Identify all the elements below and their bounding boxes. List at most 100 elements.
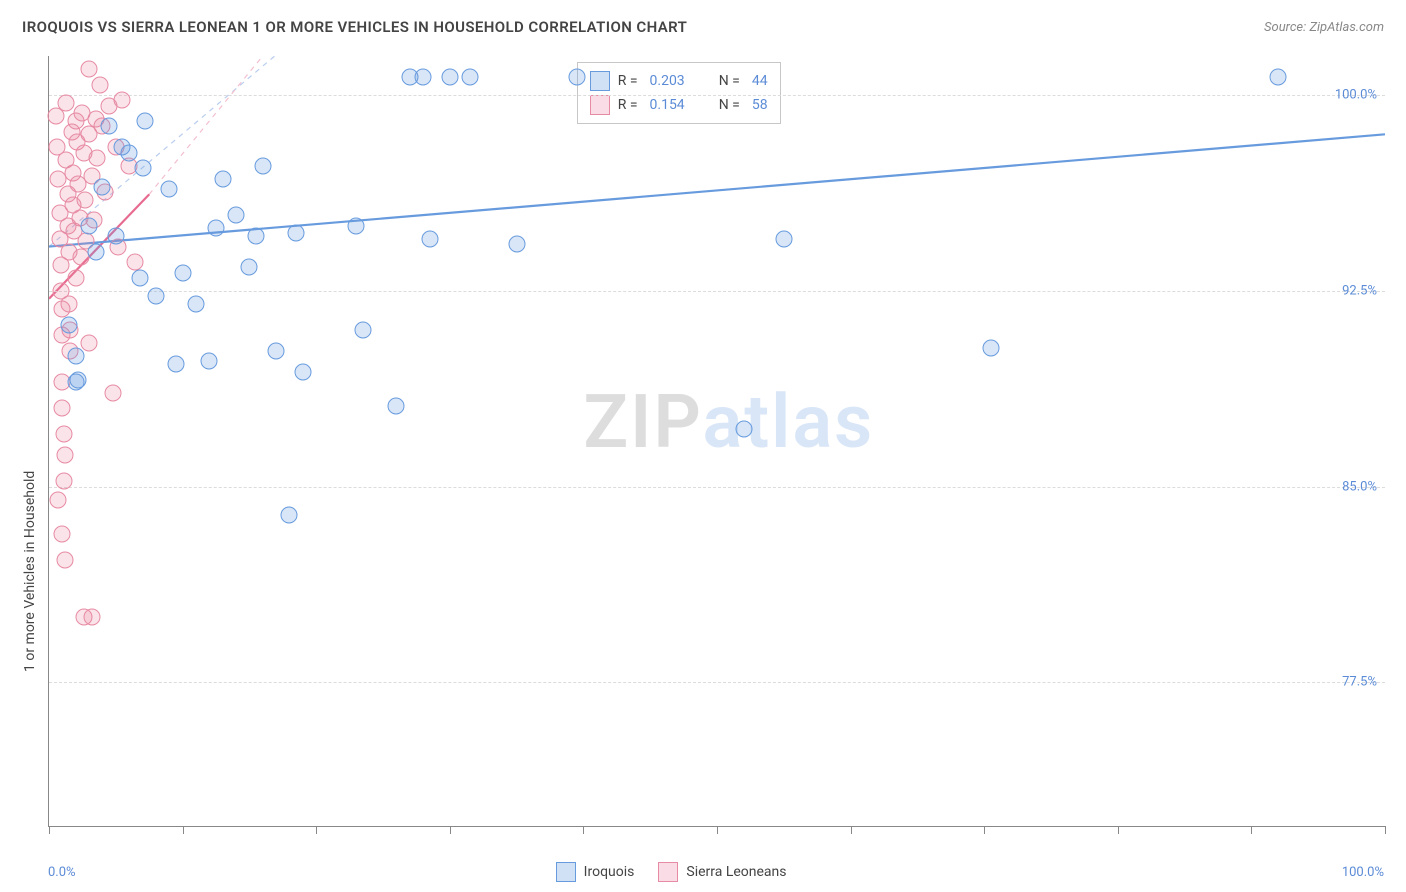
legend-item: Iroquois — [556, 862, 635, 882]
y-tick-label: 92.5% — [1342, 283, 1377, 298]
legend-item: Sierra Leoneans — [658, 862, 786, 882]
data-point — [61, 316, 78, 333]
plot-area: ZIPatlas R = 0.203 N = 44 R = 0.154 N = 58 100.… — [48, 56, 1385, 827]
data-point — [254, 157, 271, 174]
data-point — [1270, 68, 1287, 85]
data-point — [77, 191, 94, 208]
legend-swatch — [556, 862, 576, 882]
legend-n-value: 58 — [752, 97, 768, 113]
data-point — [114, 92, 131, 109]
data-point — [94, 178, 111, 195]
x-tick — [1251, 826, 1252, 834]
data-point — [54, 400, 71, 417]
data-point — [121, 144, 138, 161]
gridline — [49, 487, 1385, 488]
watermark: ZIPatlas — [583, 379, 874, 466]
data-point — [101, 118, 118, 135]
legend-label: Sierra Leoneans — [686, 864, 786, 880]
data-point — [167, 356, 184, 373]
data-point — [241, 259, 258, 276]
legend-n-value: 44 — [752, 73, 768, 89]
y-tick-label: 85.0% — [1342, 479, 1377, 494]
data-point — [508, 235, 525, 252]
data-point — [87, 243, 104, 260]
data-point — [91, 76, 108, 93]
data-point — [294, 363, 311, 380]
data-point — [57, 551, 74, 568]
data-point — [174, 264, 191, 281]
data-point — [70, 371, 87, 388]
x-tick — [583, 826, 584, 834]
legend-row: R = 0.154 N = 58 — [590, 93, 768, 117]
x-tick — [1385, 826, 1386, 834]
data-point — [107, 228, 124, 245]
data-point — [348, 217, 365, 234]
legend-swatch — [590, 95, 610, 115]
data-point — [268, 342, 285, 359]
x-tick — [183, 826, 184, 834]
data-point — [441, 68, 458, 85]
legend-swatch — [590, 71, 610, 91]
legend-swatch — [658, 862, 678, 882]
data-point — [131, 269, 148, 286]
legend-n-label: N = — [719, 97, 740, 113]
data-point — [81, 61, 98, 78]
data-point — [81, 217, 98, 234]
legend-r-label: R = — [618, 73, 638, 89]
data-point — [288, 225, 305, 242]
y-tick-label: 100.0% — [1335, 88, 1377, 103]
source-credit: Source: ZipAtlas.com — [1264, 20, 1384, 35]
data-point — [55, 426, 72, 443]
legend-r-value: 0.154 — [650, 97, 685, 113]
x-axis-max-label: 100.0% — [1342, 865, 1384, 880]
gridline — [49, 682, 1385, 683]
legend-r-value: 0.203 — [650, 73, 685, 89]
correlation-legend: R = 0.203 N = 44 R = 0.154 N = 58 — [577, 62, 781, 124]
data-point — [461, 68, 478, 85]
data-point — [58, 94, 75, 111]
data-point — [147, 288, 164, 305]
data-point — [228, 207, 245, 224]
title-bar: IROQUOIS VS SIERRA LEONEAN 1 OR MORE VEH… — [22, 18, 1384, 36]
data-point — [89, 149, 106, 166]
data-point — [105, 384, 122, 401]
data-point — [61, 295, 78, 312]
data-point — [735, 421, 752, 438]
x-tick — [1118, 826, 1119, 834]
x-tick — [851, 826, 852, 834]
x-tick — [316, 826, 317, 834]
chart-title: IROQUOIS VS SIERRA LEONEAN 1 OR MORE VEH… — [22, 18, 687, 36]
data-point — [421, 230, 438, 247]
data-point — [208, 220, 225, 237]
data-point — [187, 295, 204, 312]
data-point — [415, 68, 432, 85]
legend-r-label: R = — [618, 97, 638, 113]
data-point — [67, 348, 84, 365]
y-tick-label: 77.5% — [1342, 675, 1377, 690]
data-point — [248, 228, 265, 245]
data-point — [55, 473, 72, 490]
x-tick — [984, 826, 985, 834]
data-point — [81, 335, 98, 352]
chart-container: IROQUOIS VS SIERRA LEONEAN 1 OR MORE VEH… — [0, 0, 1406, 892]
x-axis-min-label: 0.0% — [48, 865, 76, 880]
x-tick — [717, 826, 718, 834]
data-point — [568, 68, 585, 85]
legend-row: R =0.203N =44 — [590, 69, 768, 93]
data-point — [57, 447, 74, 464]
data-point — [134, 160, 151, 177]
data-point — [54, 525, 71, 542]
data-point — [982, 340, 999, 357]
gridline — [49, 291, 1385, 292]
data-point — [137, 113, 154, 130]
data-point — [775, 230, 792, 247]
y-axis-label: 1 or more Vehicles in Household — [22, 471, 38, 672]
data-point — [67, 269, 84, 286]
data-point — [281, 507, 298, 524]
gridline — [49, 95, 1385, 96]
data-point — [214, 170, 231, 187]
data-point — [83, 609, 100, 626]
x-tick — [49, 826, 50, 834]
series-legend: Iroquois Sierra Leoneans — [556, 862, 787, 882]
trend-lines — [49, 56, 1385, 826]
